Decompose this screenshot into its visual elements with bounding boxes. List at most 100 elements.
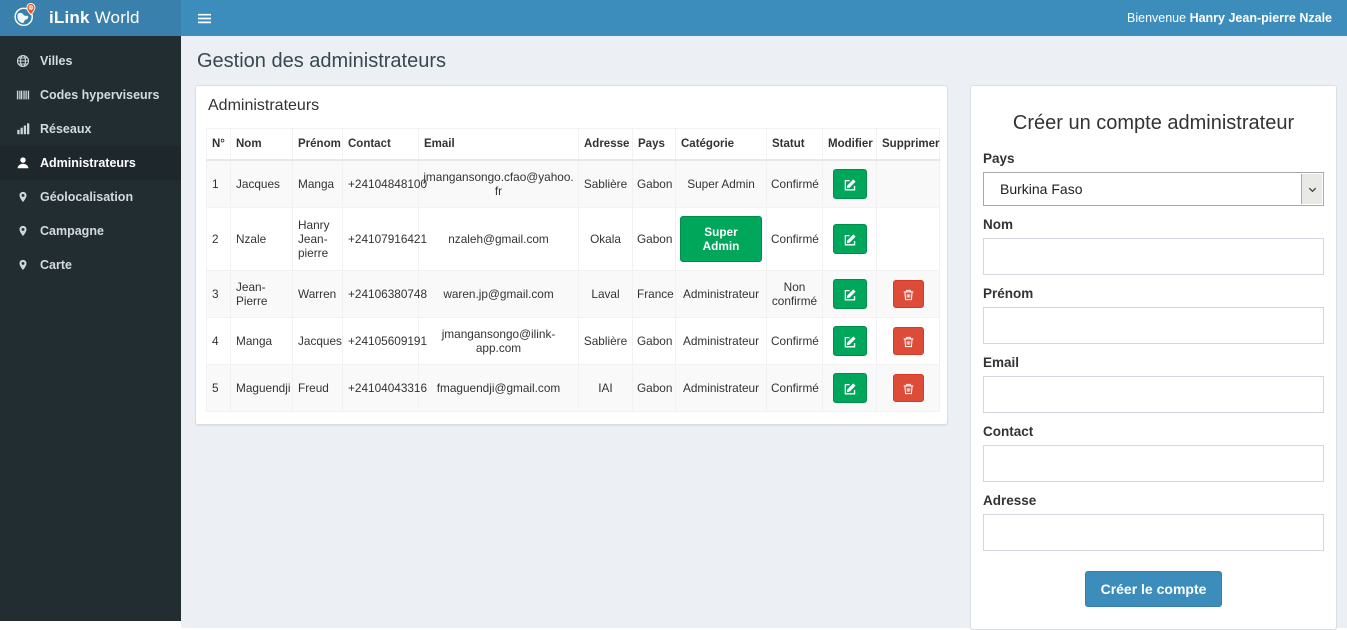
- cell-numero: 3: [206, 270, 231, 318]
- top-navbar: $ iLink World Bienvenue Hanry Jean-pierr…: [0, 0, 1347, 36]
- column-header: Supprimer: [876, 128, 940, 161]
- sidebar-item-g-olocalisation[interactable]: Géolocalisation: [0, 180, 181, 214]
- cell-modifier: [822, 364, 877, 412]
- prenom-field[interactable]: [983, 307, 1324, 344]
- delete-admin-button[interactable]: [892, 280, 924, 308]
- main-content: Gestion des administrateurs Administrate…: [181, 36, 1347, 630]
- sidebar-item-campagne[interactable]: Campagne: [0, 214, 181, 248]
- sidebar-item-label: Carte: [40, 258, 72, 272]
- cell-adresse: Laval: [578, 270, 633, 318]
- column-header: Modifier: [822, 128, 877, 161]
- cell-adresse: Sablière: [578, 159, 633, 208]
- cell-nom: Jean-Pierre: [230, 270, 293, 318]
- app-logo[interactable]: $ iLink World: [0, 0, 181, 36]
- sidebar-toggle-button[interactable]: [181, 0, 228, 36]
- delete-admin-button[interactable]: [892, 374, 924, 402]
- cell-modifier: [822, 159, 877, 208]
- contact-field[interactable]: [983, 445, 1324, 482]
- nom-label: Nom: [983, 217, 1013, 232]
- brand-title: iLink World: [49, 8, 140, 27]
- column-header: N°: [206, 128, 231, 161]
- edit-admin-button[interactable]: [832, 279, 867, 309]
- cell-prenom: Freud: [292, 364, 343, 412]
- cell-categorie: Super Admin: [675, 159, 767, 208]
- welcome-prefix: Bienvenue: [1127, 11, 1187, 25]
- pays-select-value: Burkina Faso: [1000, 181, 1083, 197]
- welcome-username: Hanry Jean-pierre Nzale: [1189, 11, 1332, 25]
- create-account-button[interactable]: Créer le compte: [1084, 571, 1223, 607]
- cell-email: jmangansongo.cfao@yahoo.fr: [418, 159, 579, 208]
- cell-supprimer: [876, 270, 940, 318]
- sidebar-item-label: Codes hyperviseurs: [40, 88, 160, 102]
- cell-supprimer: [876, 207, 940, 271]
- adresse-field[interactable]: [983, 514, 1324, 551]
- welcome-user-menu[interactable]: Bienvenue Hanry Jean-pierre Nzale: [1127, 11, 1347, 25]
- edit-admin-button[interactable]: [832, 169, 867, 199]
- cell-statut: Confirmé: [766, 317, 823, 365]
- sidebar-item-label: Administrateurs: [40, 156, 136, 170]
- chevron-down-icon: [1301, 174, 1322, 204]
- cell-supprimer: [876, 364, 940, 412]
- edit-admin-button[interactable]: [832, 326, 867, 356]
- map-marker-icon: [15, 258, 31, 272]
- cell-supprimer: [876, 159, 940, 208]
- cell-categorie: Super Admin: [675, 207, 767, 271]
- svg-text:$: $: [30, 5, 33, 10]
- cell-pays: France: [632, 270, 676, 318]
- sidebar-item-r-seaux[interactable]: Réseaux: [0, 112, 181, 146]
- cell-supprimer: [876, 317, 940, 365]
- table-header-row: N° Nom Prénom Contact Email Adresse Pays Catégo…: [206, 128, 940, 161]
- cell-statut: Confirmé: [766, 159, 823, 208]
- cell-nom: Maguendji: [230, 364, 293, 412]
- email-field[interactable]: [983, 376, 1324, 413]
- column-header: Email: [418, 128, 579, 161]
- sidebar-item-label: Campagne: [40, 224, 104, 238]
- chart-bars-icon: [15, 122, 31, 136]
- cell-nom: Jacques: [230, 159, 293, 208]
- cell-email: waren.jp@gmail.com: [418, 270, 579, 318]
- globe-icon: [15, 54, 31, 68]
- admin-table-row: 5 Maguendji Freud +24104043316 fmaguendji@gm…: [206, 364, 940, 412]
- sidebar-item-label: Réseaux: [40, 122, 92, 136]
- cell-email: jmangansongo@ilink-app.com: [418, 317, 579, 365]
- navbar: Bienvenue Hanry Jean-pierre Nzale: [181, 0, 1347, 36]
- cell-contact: +24104848100: [342, 159, 427, 208]
- sidebar-item-administrateurs[interactable]: Administrateurs: [0, 146, 181, 180]
- ilink-globe-pin-logo-icon: $: [12, 2, 39, 34]
- edit-admin-button[interactable]: [832, 373, 867, 403]
- user-icon: [15, 156, 31, 170]
- cell-categorie: Administrateur: [675, 317, 767, 365]
- sidebar-item-carte[interactable]: Carte: [0, 248, 181, 282]
- cell-adresse: IAI: [578, 364, 633, 412]
- cell-contact: +24107916421: [342, 207, 427, 271]
- category-badge[interactable]: Super Admin: [680, 216, 762, 262]
- delete-admin-button[interactable]: [892, 327, 924, 355]
- column-header: Prénom: [292, 128, 343, 161]
- column-header: Catégorie: [675, 128, 767, 161]
- barcode-icon: [15, 88, 31, 102]
- cell-contact: +24104043316: [342, 364, 427, 412]
- cell-modifier: [822, 270, 877, 318]
- cell-prenom: Warren: [292, 270, 343, 318]
- sidebar-item-codes-hyperviseurs[interactable]: Codes hyperviseurs: [0, 78, 181, 112]
- cell-adresse: Okala: [578, 207, 633, 271]
- pays-select[interactable]: Burkina Faso: [983, 172, 1324, 206]
- map-marker-icon: [15, 190, 31, 204]
- nom-field[interactable]: [983, 238, 1324, 275]
- column-header: Contact: [342, 128, 419, 161]
- cell-pays: Gabon: [632, 159, 676, 208]
- sidebar-item-villes[interactable]: Villes: [0, 44, 181, 78]
- create-admin-panel: Créer un compte administrateur Pays Burk…: [970, 85, 1337, 630]
- cell-adresse: Sablière: [578, 317, 633, 365]
- column-header: Pays: [632, 128, 676, 161]
- cell-email: nzaleh@gmail.com: [418, 207, 579, 271]
- admin-table-row: 4 Manga Jacques +24105609191 jmangansongo@il…: [206, 317, 940, 365]
- cell-numero: 2: [206, 207, 231, 271]
- cell-statut: Non confirmé: [766, 270, 823, 318]
- pays-label: Pays: [983, 151, 1015, 166]
- edit-admin-button[interactable]: [832, 224, 867, 254]
- page-title: Gestion des administrateurs: [197, 50, 447, 72]
- adresse-label: Adresse: [983, 493, 1037, 508]
- cell-categorie: Administrateur: [675, 270, 767, 318]
- column-header: Nom: [230, 128, 293, 161]
